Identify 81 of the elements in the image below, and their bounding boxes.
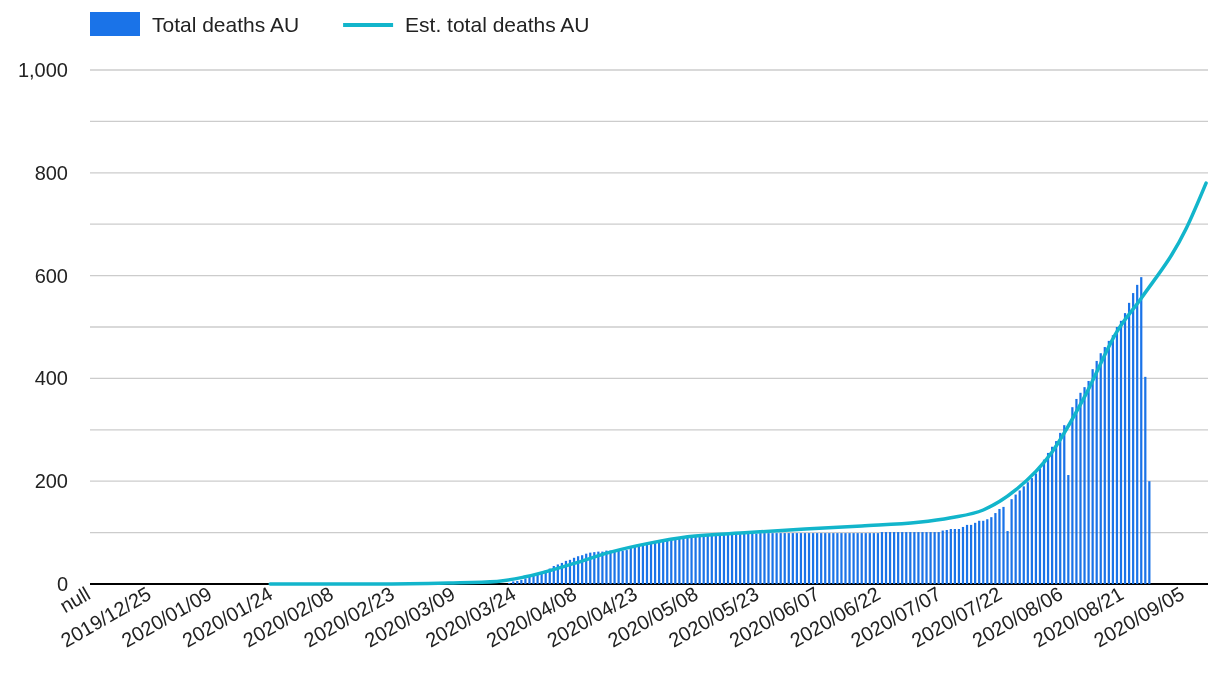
bar	[852, 533, 855, 584]
bar	[678, 538, 681, 584]
bar	[925, 532, 928, 584]
bar	[811, 533, 815, 584]
bar	[787, 533, 790, 584]
bar	[961, 526, 965, 584]
bar	[528, 576, 531, 584]
bar	[795, 533, 798, 584]
bar	[990, 517, 993, 584]
y-tick-label: 600	[34, 264, 68, 287]
bar	[909, 532, 912, 584]
bar	[864, 533, 867, 584]
bar	[986, 519, 989, 584]
bar	[856, 533, 859, 584]
bar	[994, 513, 997, 584]
bar	[1022, 486, 1025, 584]
bar	[686, 537, 689, 584]
bar	[791, 533, 794, 584]
bar	[783, 533, 786, 584]
bar	[816, 533, 819, 584]
bar	[617, 550, 620, 584]
bar	[1026, 482, 1029, 584]
bar	[933, 532, 936, 584]
bar	[807, 533, 811, 584]
bar	[929, 532, 932, 584]
bar	[759, 533, 762, 584]
bar	[832, 533, 835, 584]
bar	[880, 532, 884, 584]
bar	[974, 522, 977, 584]
bar	[803, 533, 807, 584]
bar	[690, 536, 693, 584]
bar	[876, 533, 880, 584]
bar	[512, 581, 515, 584]
legend-label: Est. total deaths AU	[405, 13, 590, 36]
bar	[698, 536, 701, 584]
bar	[848, 533, 851, 584]
bar	[799, 533, 803, 584]
bar	[1010, 499, 1013, 584]
bar	[872, 533, 875, 584]
bar	[937, 532, 940, 584]
bar	[868, 533, 871, 584]
bar	[897, 532, 900, 584]
bar	[901, 532, 904, 584]
bar	[1002, 506, 1005, 584]
bar	[824, 533, 827, 584]
bar	[1144, 376, 1147, 584]
bar	[613, 550, 616, 584]
bar	[913, 532, 916, 584]
line-series	[268, 181, 1208, 586]
bar	[836, 533, 839, 584]
bar	[1067, 475, 1070, 584]
bar	[840, 533, 843, 584]
bar	[771, 533, 774, 584]
bar	[767, 533, 770, 584]
bar	[945, 530, 948, 584]
bar	[921, 532, 924, 584]
bar	[1087, 380, 1090, 584]
legend-label: Total deaths AU	[152, 13, 300, 36]
y-tick-label: 400	[34, 367, 68, 390]
bar	[763, 533, 766, 584]
bar	[844, 533, 847, 584]
y-tick-label: 800	[34, 161, 68, 184]
bar	[1034, 473, 1038, 584]
bar	[884, 532, 888, 584]
y-tick-label: 1,000	[17, 58, 68, 81]
bar	[694, 536, 697, 584]
bar	[917, 532, 920, 584]
bar	[820, 533, 823, 584]
bar	[860, 533, 863, 584]
bar	[1148, 481, 1151, 584]
bar	[828, 533, 831, 584]
bar	[779, 533, 782, 584]
bar	[1030, 478, 1033, 584]
bar	[893, 532, 896, 584]
bar	[775, 533, 778, 584]
bar	[905, 532, 908, 584]
bar	[888, 532, 892, 584]
bar	[1018, 490, 1021, 584]
bar	[998, 508, 1001, 584]
bar	[682, 537, 685, 584]
y-tick-label: 200	[34, 470, 68, 493]
